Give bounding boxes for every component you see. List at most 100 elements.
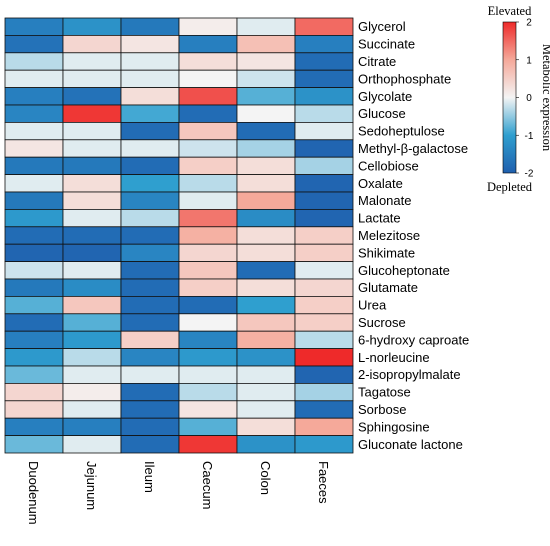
heatmap-cell: [4, 295, 64, 315]
column-labels: Duodenum Jejunum Ileum Caecum Colon Faeces: [26, 461, 331, 525]
heatmap-cell: [120, 174, 180, 193]
heatmap-cell: [178, 417, 238, 437]
heatmap-cell: [294, 295, 354, 315]
heatmap-cell: [120, 139, 180, 158]
heatmap-cell: [236, 330, 296, 350]
heatmap-cell: [4, 226, 64, 245]
heatmap-cell: [178, 35, 238, 54]
heatmap-cell: [62, 278, 122, 297]
column-label: Faeces: [316, 461, 331, 504]
heatmap-cell: [236, 139, 296, 158]
heatmap-cell: [178, 365, 238, 384]
heatmap-cell: [62, 382, 122, 402]
row-label: Glycerol: [358, 19, 406, 34]
row-label: Sphingosine: [358, 419, 430, 434]
colorbar-tick-label: 0: [526, 93, 532, 104]
row-label: Glucose: [358, 106, 406, 121]
heatmap-cell: [294, 400, 354, 419]
heatmap-cell: [4, 435, 64, 454]
heatmap-cell: [236, 313, 296, 332]
row-label: Glycolate: [358, 89, 412, 104]
heatmap-cell: [62, 243, 122, 262]
heatmap-cell: [294, 261, 354, 280]
heatmap-cell: [178, 348, 238, 367]
heatmap-cell: [4, 122, 64, 141]
row-label: Tagatose: [358, 385, 411, 400]
heatmap-cell: [62, 330, 122, 350]
colorbar-tick-label: 2: [526, 18, 532, 29]
heatmap-cells: [4, 17, 354, 454]
heatmap-cell: [178, 226, 238, 245]
heatmap-cell: [294, 104, 354, 123]
column-label: Duodenum: [26, 461, 41, 525]
row-label: Glutamate: [358, 280, 418, 295]
heatmap-cell: [178, 208, 238, 228]
colorbar-tick-label: 1: [526, 55, 532, 66]
row-label: Succinate: [358, 37, 415, 52]
heatmap-cell: [178, 191, 238, 210]
heatmap-cell: [178, 400, 238, 419]
heatmap-cell: [236, 156, 296, 175]
heatmap-cell: [120, 243, 180, 262]
heatmap-cell: [236, 104, 296, 123]
heatmap-cell: [120, 52, 180, 71]
heatmap-cell: [236, 348, 296, 367]
heatmap-cell: [62, 52, 122, 71]
heatmap-cell: [120, 69, 180, 88]
heatmap-cell: [236, 278, 296, 297]
heatmap-cell: [236, 35, 296, 54]
heatmap-cell: [120, 226, 180, 245]
heatmap-cell: [178, 382, 238, 402]
heatmap-cell: [294, 208, 354, 228]
heatmap-cell: [62, 348, 122, 367]
heatmap-cell: [294, 330, 354, 350]
heatmap-cell: [236, 400, 296, 419]
row-label: Oxalate: [358, 176, 403, 191]
heatmap-cell: [4, 191, 64, 210]
row-label: Methyl-β-galactose: [358, 141, 468, 156]
heatmap-cell: [4, 208, 64, 228]
heatmap-cell: [236, 87, 296, 106]
heatmap-cell: [120, 435, 180, 454]
heatmap-cell: [120, 87, 180, 106]
heatmap-cell: [62, 313, 122, 332]
heatmap-cell: [4, 52, 64, 71]
heatmap-cell: [4, 104, 64, 123]
heatmap-cell: [178, 261, 238, 280]
heatmap-cell: [294, 139, 354, 158]
heatmap-cell: [4, 243, 64, 262]
heatmap-cell: [62, 295, 122, 315]
heatmap-cell: [120, 417, 180, 437]
heatmap-cell: [62, 35, 122, 54]
heatmap-cell: [236, 295, 296, 315]
heatmap-cell: [294, 226, 354, 245]
heatmap-cell: [236, 191, 296, 210]
heatmap-cell: [294, 17, 354, 36]
heatmap-cell: [294, 87, 354, 106]
heatmap-cell: [4, 156, 64, 175]
heatmap-cell: [120, 104, 180, 123]
heatmap-cell: [4, 69, 64, 88]
heatmap-cell: [294, 243, 354, 262]
heatmap-cell: [4, 261, 64, 280]
heatmap-cell: [294, 313, 354, 332]
heatmap-cell: [294, 122, 354, 141]
heatmap-cell: [236, 208, 296, 228]
colorbar-tick-label: -1: [525, 131, 534, 142]
heatmap-cell: [120, 348, 180, 367]
heatmap-cell: [4, 348, 64, 367]
heatmap-cell: [4, 174, 64, 193]
heatmap-cell: [236, 365, 296, 384]
heatmap-cell: [62, 400, 122, 419]
heatmap-cell: [62, 226, 122, 245]
heatmap-cell: [120, 365, 180, 384]
heatmap-cell: [62, 156, 122, 175]
heatmap-cell: [294, 382, 354, 402]
colorbar-gradient: [502, 21, 517, 174]
heatmap-cell: [294, 348, 354, 367]
heatmap-cell: [62, 174, 122, 193]
heatmap-cell: [4, 417, 64, 437]
heatmap-cell: [294, 278, 354, 297]
heatmap-cell: [236, 226, 296, 245]
